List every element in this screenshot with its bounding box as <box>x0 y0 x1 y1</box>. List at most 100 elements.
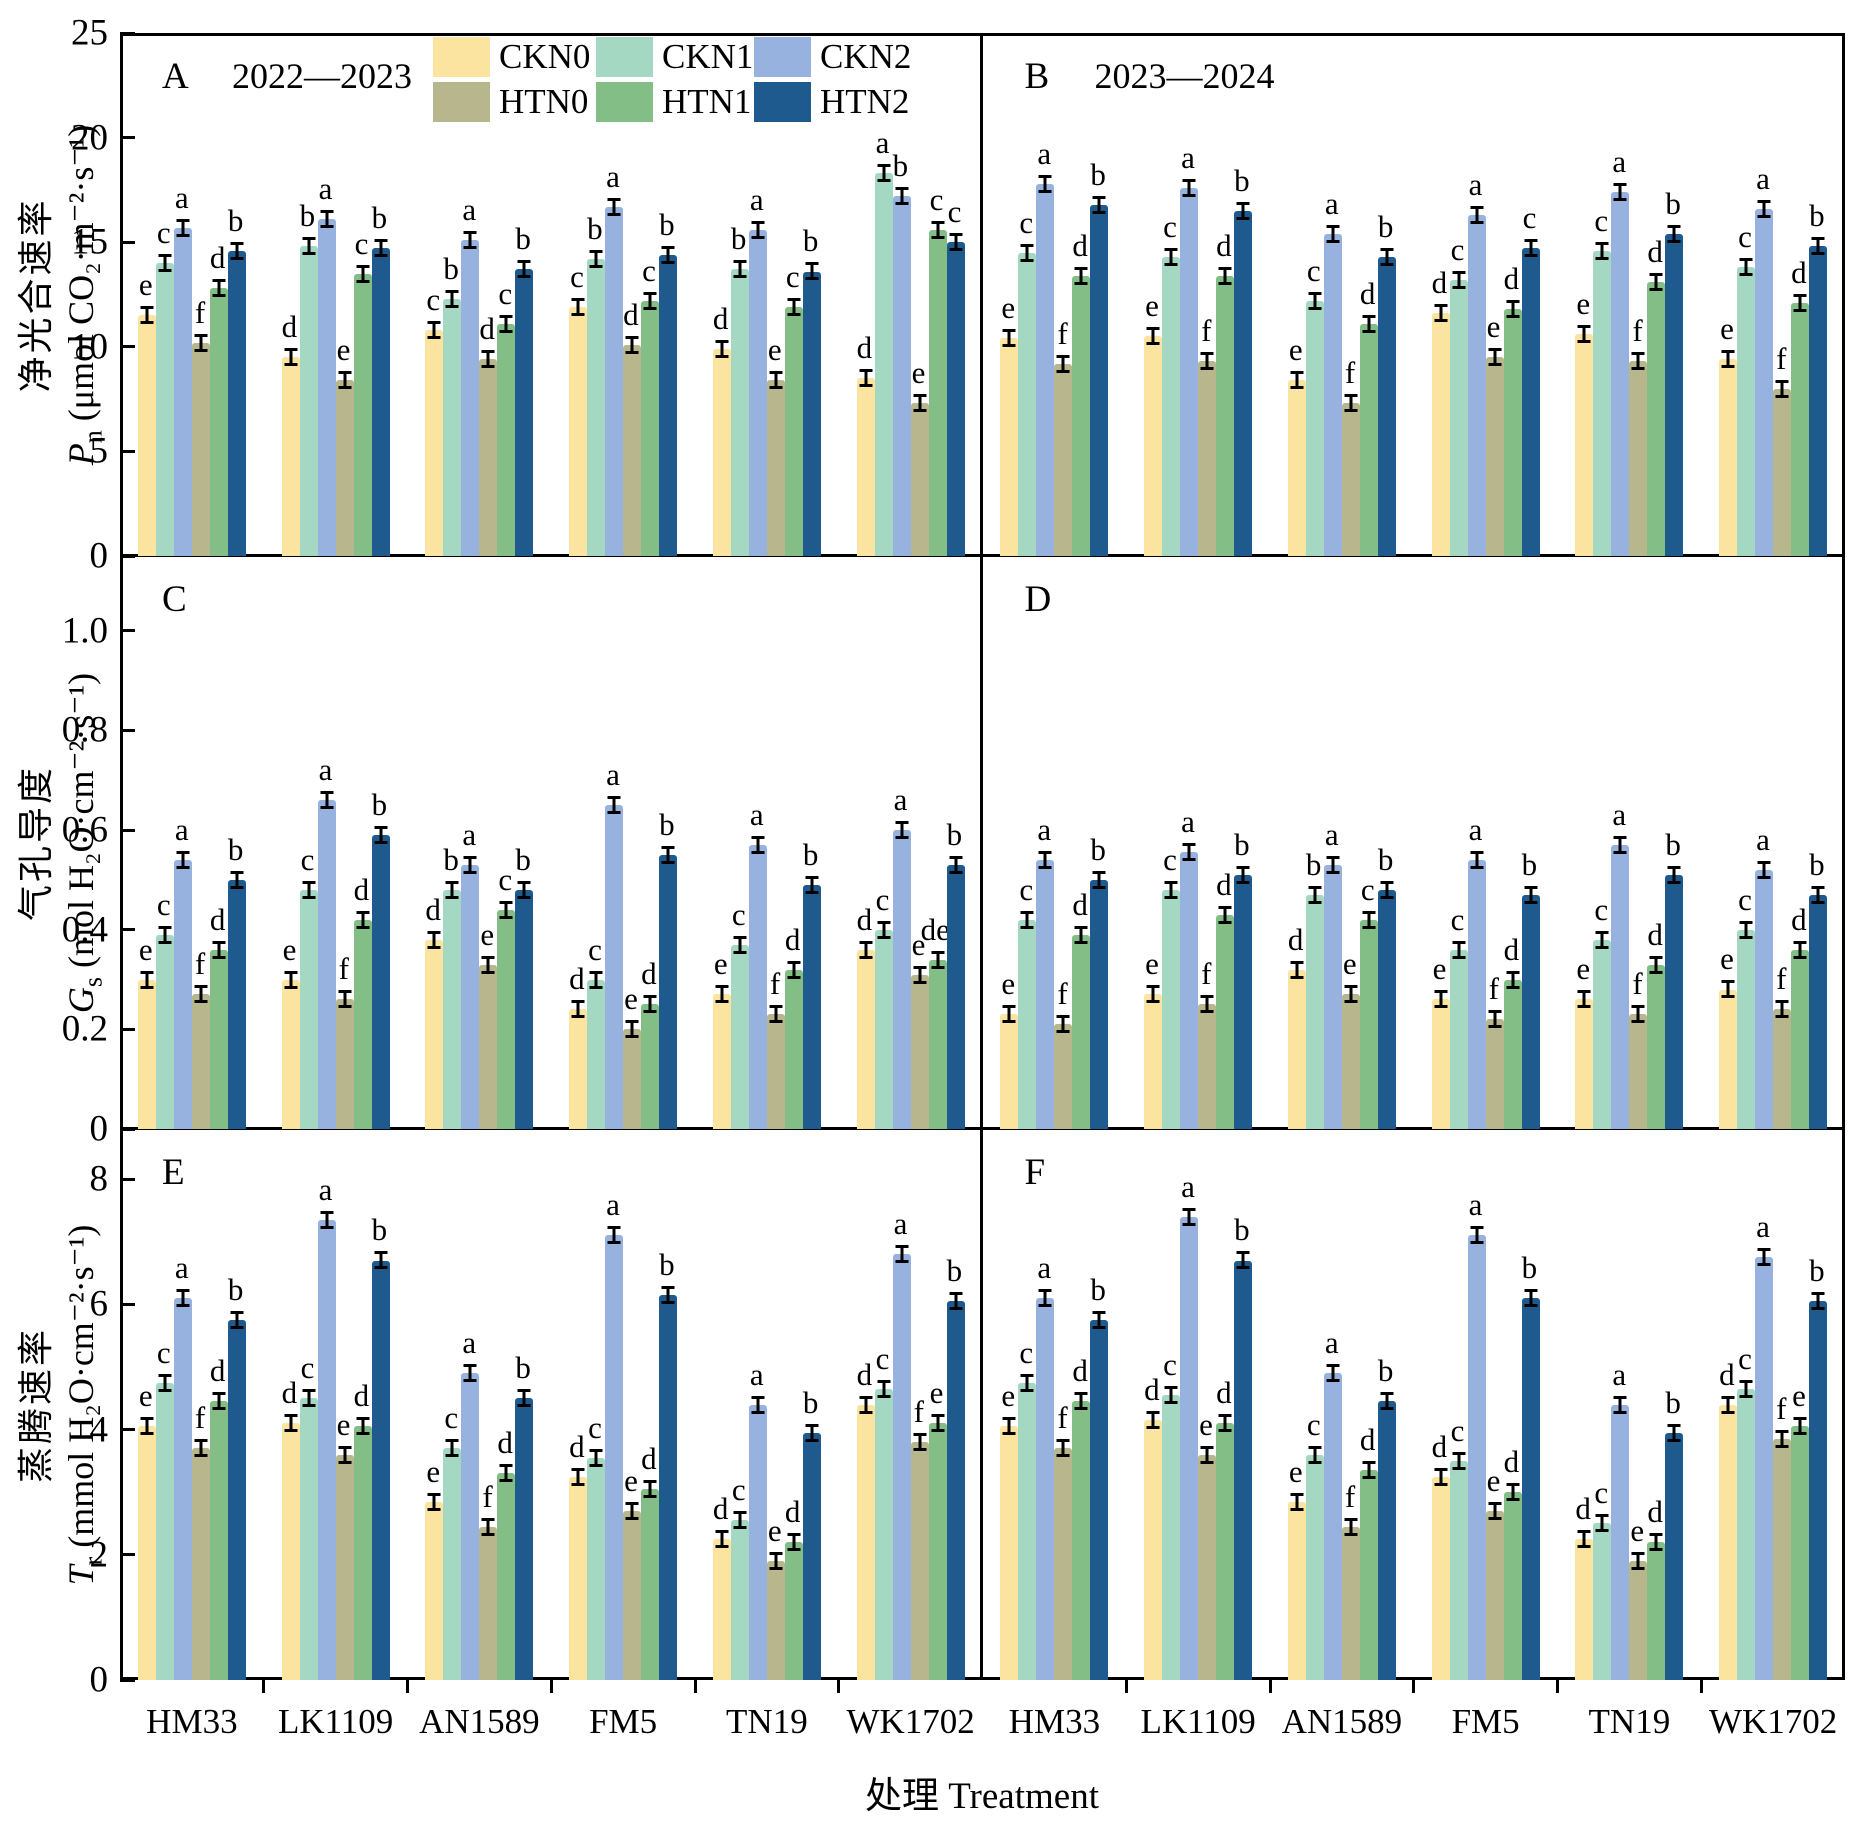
bar-D-LK1109-HTN2 <box>1234 874 1253 1129</box>
error-bar <box>1434 304 1448 323</box>
error-bar <box>877 1379 891 1398</box>
sig-letter: c <box>1019 204 1034 240</box>
sig-letter: c <box>929 181 944 217</box>
error-bar <box>1595 1514 1609 1533</box>
y-tick-label: 0.2 <box>61 1008 108 1050</box>
bar-B-TN19-CKN2 <box>1611 192 1630 556</box>
y-tick-mark <box>120 1553 135 1557</box>
error-bar <box>1146 327 1160 346</box>
legend-label: CKN1 <box>662 37 754 76</box>
sig-letter: d <box>569 961 585 997</box>
error-bar <box>643 995 657 1014</box>
sig-letter: d <box>856 901 873 937</box>
sig-letter: c <box>1594 202 1609 238</box>
bar-B-HM33-CKN1 <box>1018 252 1037 556</box>
sig-letter: a <box>606 1187 620 1223</box>
bar-B-HM33-HTN0 <box>1054 363 1073 556</box>
bar-E-AN1589-CKN1 <box>443 1448 462 1680</box>
sig-letter: d <box>353 1378 370 1414</box>
error-bar <box>1236 1251 1250 1270</box>
bar-D-WK1702-HTN0 <box>1773 1009 1792 1129</box>
bar-A-WK1702-CKN2 <box>892 196 911 556</box>
error-bar <box>1811 237 1825 256</box>
sig-letter: b <box>946 816 963 852</box>
error-bar <box>1074 1392 1088 1411</box>
error-bar <box>1470 1226 1484 1245</box>
bar-D-LK1109-CKN2 <box>1180 852 1199 1129</box>
sig-letter: e <box>1432 951 1447 987</box>
error-bar <box>499 314 513 333</box>
bar-F-LK1109-CKN2 <box>1180 1216 1199 1680</box>
error-bar <box>715 985 729 1004</box>
sig-letter: c <box>875 881 890 917</box>
bar-D-HM33-CKN1 <box>1018 919 1037 1129</box>
bar-C-FM5-CKN1 <box>587 979 606 1129</box>
sig-letter: f <box>194 1400 206 1436</box>
error-bar <box>481 955 495 974</box>
y-tick-label: 0 <box>89 1108 109 1150</box>
sig-letter: b <box>1234 162 1250 198</box>
bar-A-HM33-CKN0 <box>137 315 156 556</box>
sig-letter: a <box>606 158 620 194</box>
legend-item-htn2: HTN2 <box>754 81 914 123</box>
sig-letter: a <box>1468 167 1483 202</box>
bar-F-WK1702-HTN2 <box>1809 1301 1828 1680</box>
error-bar <box>949 855 963 874</box>
sig-letter: d <box>856 1356 873 1392</box>
sig-letter: a <box>1037 811 1052 847</box>
error-bar <box>374 826 388 845</box>
sig-letter: e <box>138 267 153 303</box>
bar-F-AN1589-CKN2 <box>1323 1373 1342 1680</box>
error-bar <box>787 298 801 317</box>
error-bar <box>1020 910 1034 929</box>
bar-A-WK1702-CKN1 <box>874 173 893 556</box>
error-bar <box>571 298 585 317</box>
error-bar <box>194 1439 208 1458</box>
sig-letter: c <box>1306 252 1321 288</box>
sig-letter: b <box>443 841 459 877</box>
bar-E-LK1109-CKN1 <box>299 1398 318 1680</box>
error-bar <box>158 925 172 944</box>
error-bar <box>1811 1292 1825 1311</box>
sig-letter: c <box>1594 1475 1609 1511</box>
bar-A-AN1589-HTN1 <box>497 323 516 556</box>
error-bar <box>176 1289 190 1308</box>
bar-E-HM33-HTN0 <box>191 1448 210 1680</box>
bar-B-FM5-HTN0 <box>1485 357 1504 556</box>
bar-D-AN1589-HTN1 <box>1359 919 1378 1129</box>
error-bar <box>212 1392 226 1411</box>
bar-E-WK1702-HTN2 <box>946 1301 965 1680</box>
error-bar <box>212 279 226 298</box>
bar-E-AN1589-HTN2 <box>515 1398 534 1680</box>
sig-letter: e <box>1199 1406 1213 1442</box>
sig-letter: f <box>1344 355 1356 391</box>
error-bar <box>1290 371 1304 390</box>
y-tick-mark <box>120 345 135 349</box>
error-bar <box>1524 1289 1538 1308</box>
sig-letter: f <box>1201 313 1212 349</box>
sig-letter: c <box>785 259 800 295</box>
y-tick-mark <box>120 240 135 244</box>
error-bar <box>859 369 873 388</box>
error-bar <box>1182 843 1196 862</box>
bar-E-WK1702-HTN1 <box>928 1423 947 1680</box>
error-bar <box>1182 178 1196 197</box>
error-bar <box>877 920 891 939</box>
sig-letter: a <box>1612 143 1627 179</box>
bar-A-TN19-HTN0 <box>766 380 785 556</box>
bar-C-HM33-CKN1 <box>155 934 174 1129</box>
error-bar <box>1164 247 1178 266</box>
error-bar <box>1092 195 1106 214</box>
bar-E-HM33-HTN2 <box>227 1319 246 1680</box>
error-bar <box>320 1210 334 1229</box>
sig-letter: b <box>371 200 388 236</box>
bar-E-FM5-CKN0 <box>569 1476 588 1680</box>
sig-letter: a <box>1756 160 1770 196</box>
bar-D-LK1109-HTN1 <box>1216 914 1235 1129</box>
error-bar <box>625 1501 639 1520</box>
legend-swatch-htn2 <box>754 81 811 122</box>
sig-letter: e <box>1486 1462 1501 1498</box>
bar-B-LK1109-CKN2 <box>1180 187 1199 556</box>
error-bar <box>1667 224 1681 243</box>
sig-letter: c <box>444 1400 459 1436</box>
